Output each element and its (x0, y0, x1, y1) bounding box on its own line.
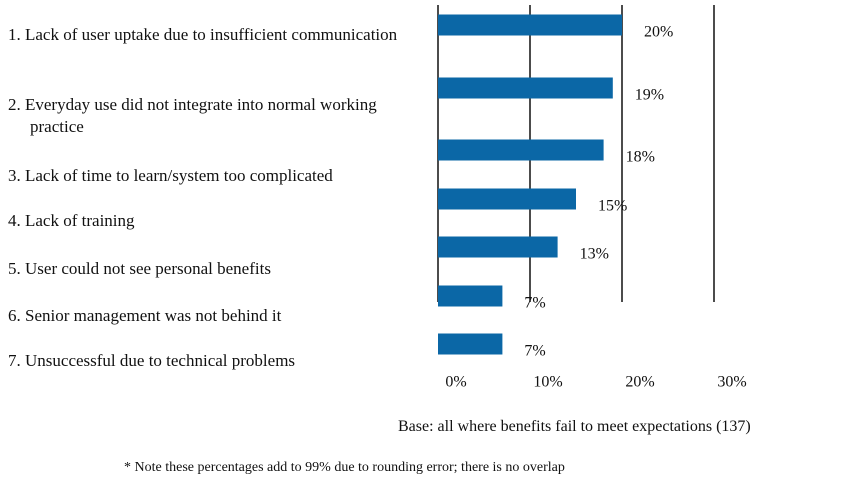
value-label: 15% (598, 198, 627, 215)
bar (438, 188, 576, 210)
x-tick-label: 30% (717, 374, 746, 391)
value-label: 13% (580, 246, 609, 263)
x-tick-label: 20% (625, 374, 654, 391)
category-label: 7. Unsuccessful due to technical problem… (8, 351, 296, 370)
value-label: 7% (524, 295, 545, 312)
category-label: 5. User could not see personal benefits (8, 259, 271, 278)
category-label: 3. Lack of time to learn/system too comp… (8, 166, 333, 185)
bar (438, 236, 558, 258)
bar (438, 14, 622, 36)
value-label: 20% (644, 24, 673, 41)
value-label: 19% (635, 87, 664, 104)
category-label: 4. Lack of training (8, 211, 135, 230)
category-label: 1. Lack of user uptake due to insufficie… (8, 25, 398, 44)
footnote: * Note these percentages add to 99% due … (124, 460, 565, 475)
category-label: 2. Everyday use did not integrate into n… (8, 95, 377, 136)
bar (438, 285, 503, 307)
bar (438, 333, 503, 355)
x-tick-label: 0% (445, 374, 466, 391)
x-tick-label: 10% (533, 374, 562, 391)
bar (438, 139, 604, 161)
category-label: 6. Senior management was not behind it (8, 306, 282, 325)
base-note: Base: all where benefits fail to meet ex… (398, 418, 751, 435)
bar (438, 77, 613, 99)
value-label: 18% (626, 149, 655, 166)
value-label: 7% (524, 343, 545, 360)
